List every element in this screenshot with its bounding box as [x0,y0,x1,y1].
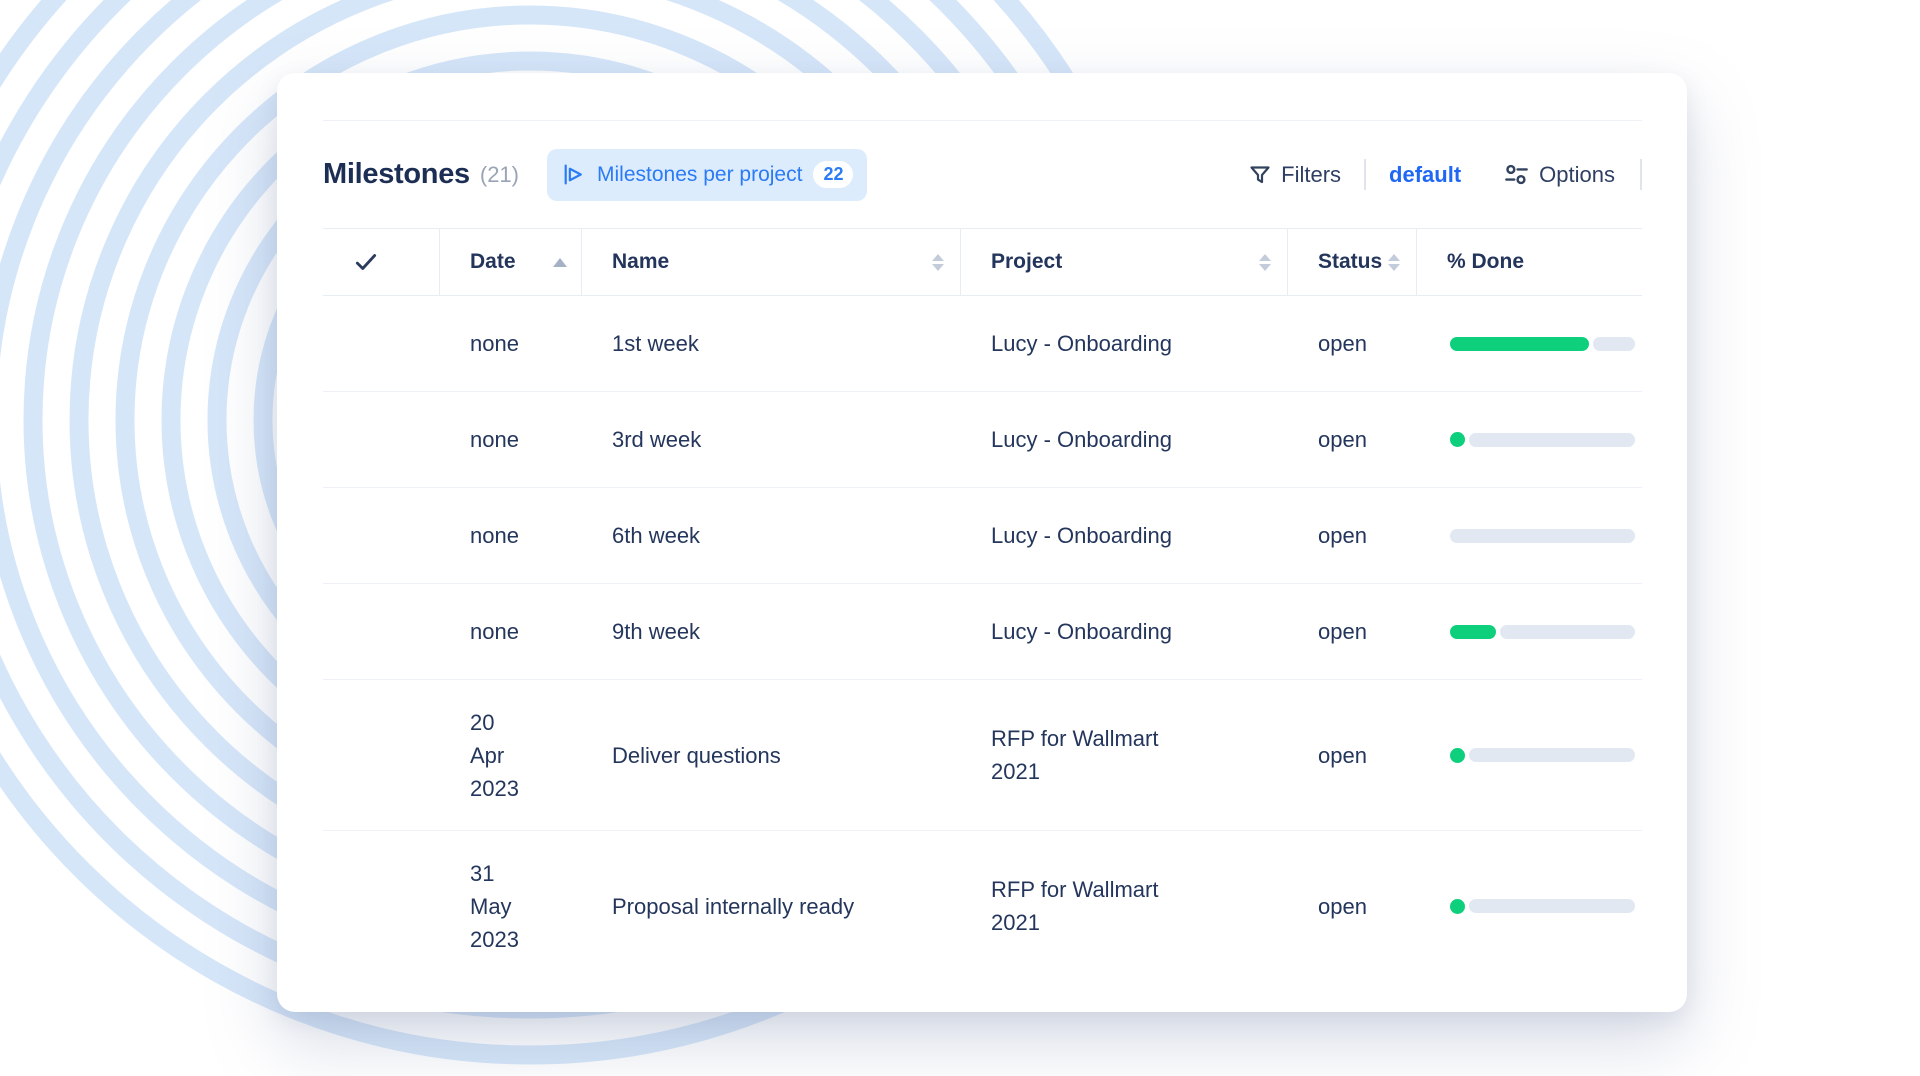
filters-label: Filters [1281,161,1342,187]
milestone-date: 20 Apr 2023 [470,709,519,801]
milestone-status: open [1318,427,1367,452]
column-header-check[interactable] [323,229,440,295]
milestone-status: open [1318,523,1367,548]
chip-count-badge: 22 [813,161,854,188]
column-header-done[interactable]: % Done [1417,229,1642,295]
page-title: Milestones [323,158,470,190]
milestone-status: open [1318,893,1367,919]
progress-track [1469,748,1635,762]
toolbar-end-separator [1640,159,1642,190]
table-body: none 1st week Lucy - Onboarding open non… [323,296,1642,981]
milestone-name: 3rd week [612,427,702,452]
table-row[interactable]: none 3rd week Lucy - Onboarding open [323,392,1642,488]
table-row[interactable]: 20 Apr 2023 Deliver questions RFP for Wa… [323,680,1642,831]
table-row[interactable]: none 1st week Lucy - Onboarding open [323,296,1642,392]
progress-fill [1450,432,1465,447]
progress-bar [1450,432,1635,447]
milestone-status: open [1318,331,1367,356]
progress-bar [1450,624,1635,639]
column-header-status[interactable]: Status [1288,229,1417,295]
filter-funnel-icon [1250,165,1270,183]
milestone-flag-icon [564,164,582,185]
table-row[interactable]: 31 May 2023 Proposal internally ready RF… [323,831,1642,981]
toolbar-separator [1364,159,1367,190]
milestone-total-count: (21) [479,161,519,187]
widget-header: Milestones (21) Milestones per project 2… [323,121,1642,228]
progress-track [1450,528,1635,543]
options-label: Options [1539,161,1615,187]
milestone-status: open [1318,742,1367,768]
milestones-widget-card: Milestones (21) Milestones per project 2… [277,73,1687,1012]
column-label-date: Date [470,250,516,273]
filters-button[interactable]: Filters [1248,162,1341,188]
progress-track [1592,336,1635,351]
milestone-name: Proposal internally ready [612,893,855,919]
column-label-project: Project [991,250,1063,273]
milestone-name: Deliver questions [612,742,781,768]
milestone-project: RFP for Wallmart 2021 [991,726,1159,784]
milestone-date: none [470,619,519,644]
progress-track [1500,624,1635,639]
options-sliders-icon [1505,164,1529,185]
milestone-project: RFP for Wallmart 2021 [991,877,1159,935]
progress-bar [1450,747,1635,763]
milestone-status: open [1318,619,1367,644]
chip-label: Milestones per project [597,162,803,186]
milestone-date: 31 May 2023 [470,860,519,952]
progress-bar [1450,336,1635,351]
progress-bar [1450,898,1635,914]
progress-fill [1450,747,1465,763]
milestone-project: Lucy - Onboarding [991,331,1172,356]
checkmark-icon [355,254,377,270]
milestone-project: Lucy - Onboarding [991,427,1172,452]
sort-both-icon [932,253,944,271]
default-view-link[interactable]: default [1389,161,1462,187]
sort-both-icon [1388,253,1400,271]
milestone-project: Lucy - Onboarding [991,523,1172,548]
progress-fill [1450,336,1589,351]
table-row[interactable]: none 6th week Lucy - Onboarding open [323,488,1642,584]
column-label-done: % Done [1447,250,1525,273]
column-label-status: Status [1318,250,1383,273]
table-row[interactable]: none 9th week Lucy - Onboarding open [323,584,1642,680]
card-top-divider [323,73,1642,121]
milestone-date: none [470,331,519,356]
milestones-per-project-chip[interactable]: Milestones per project 22 [547,148,868,201]
column-header-project[interactable]: Project [961,229,1288,295]
progress-bar [1450,528,1635,543]
progress-track [1469,899,1635,913]
milestone-name: 6th week [612,523,701,548]
column-header-date[interactable]: Date [440,229,582,295]
progress-track [1469,432,1635,447]
options-button[interactable]: Options [1503,161,1615,188]
header-toolbar: Filters default Options [1248,159,1642,190]
progress-fill [1450,624,1497,639]
milestone-name: 1st week [612,331,699,356]
column-label-name: Name [612,250,670,273]
column-header-name[interactable]: Name [582,229,961,295]
milestone-date: none [470,523,519,548]
milestone-project: Lucy - Onboarding [991,619,1172,644]
milestone-date: none [470,427,519,452]
progress-fill [1450,898,1465,914]
milestone-name: 9th week [612,619,701,644]
sort-both-icon [1259,253,1271,271]
table-header-row: Date Name Project Status % Done [323,228,1642,296]
sort-ascending-icon [553,257,567,267]
